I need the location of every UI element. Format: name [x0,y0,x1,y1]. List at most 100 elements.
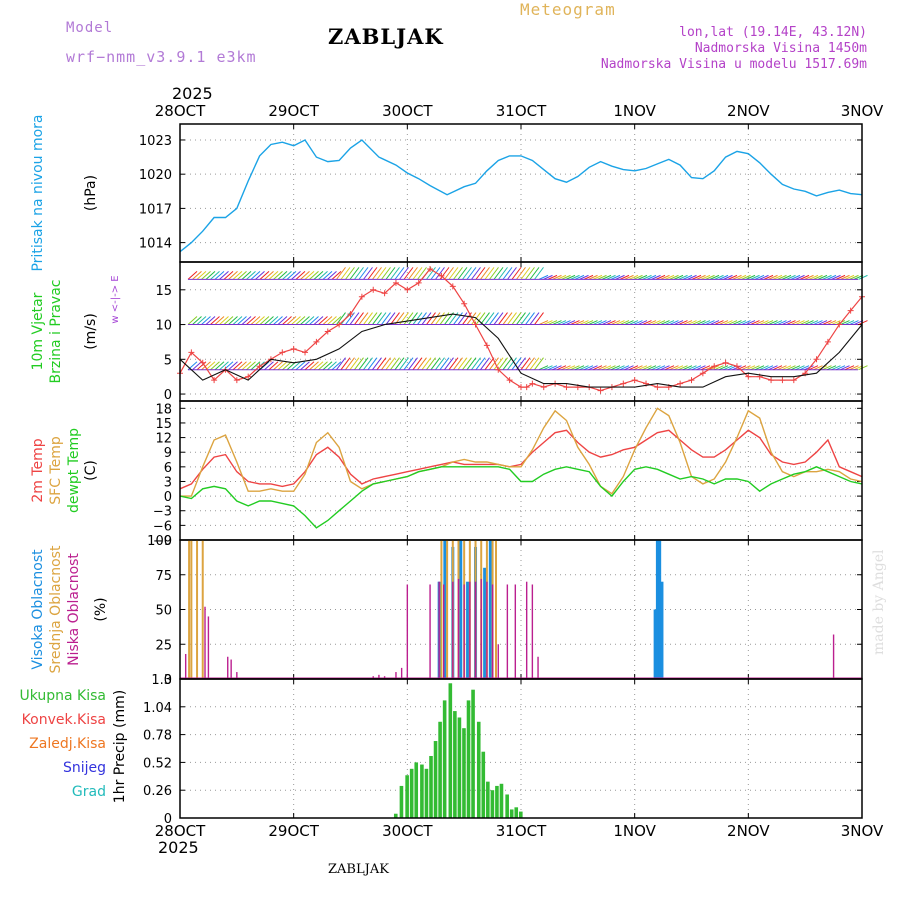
wind-barb [345,267,355,280]
wind-barb [700,274,711,280]
wind-barb [561,274,571,280]
wind-barb [547,365,558,371]
wind-barb [201,316,211,325]
wind-barb [574,320,585,326]
wind-speed-marker [506,377,513,384]
y-tick-label: 25 [155,638,172,653]
wind-barb [313,316,324,325]
wind-barb [237,361,247,371]
wind-barb [655,320,666,326]
panel-title: Niska Oblacnost [66,553,82,666]
precip-legend-item: Zaledj.Kisa [29,736,106,752]
wind-barb [246,271,256,280]
wind-barb [714,274,724,280]
wind-barb [678,365,688,371]
cloud-bar [537,656,539,679]
wind-barb [214,361,225,371]
wind-barb [696,365,706,371]
wind-barb [543,365,553,371]
y-tick-label: 1017 [139,202,172,217]
wind-barb [363,267,373,280]
y-tick-label: 1.3 [151,673,172,688]
wind-barb [678,320,688,326]
wind-speed-marker [279,349,286,356]
wind-barb [777,365,787,371]
precip-bar [399,785,404,818]
wind-barb [718,320,729,326]
series-wind-gust [179,313,863,388]
wind-barb [219,271,229,280]
cloud-bar [452,581,454,679]
wind-barb [786,320,796,326]
cloud-bar [497,644,499,679]
precip-bar [453,711,457,818]
cloud-bar [660,581,664,679]
wind-speed-marker [529,380,536,387]
cloud-bar [196,540,199,679]
wind-barb [579,365,589,371]
wind-barb [466,267,477,280]
precip-bar [438,721,442,818]
wind-barb [282,361,292,371]
wind-barb [381,357,391,371]
wind-barb [453,312,463,325]
y-tick-label: 100 [147,534,172,549]
year-top: 2025 [172,84,213,103]
cloud-bar [466,581,470,679]
precip-bar [490,790,495,818]
wind-barb [214,271,225,280]
wind-barb [336,357,346,371]
wind-barb [583,365,594,371]
wind-barb [642,274,652,280]
wind-barb [628,365,639,371]
wind-barb [534,267,544,280]
wind-speed-marker [313,338,320,345]
wind-barb [318,271,328,280]
wind-barb [214,316,225,325]
wind-speed-marker [324,328,331,335]
wind-speed-marker [290,345,297,352]
x-date-label-bottom: 31OCT [496,822,547,840]
wind-speed-marker [699,370,706,377]
wind-barb [682,320,693,326]
wind-barb [822,365,832,371]
cloud-bar [457,578,460,679]
wind-speed-marker [381,290,388,297]
series-dewpt-temp [179,466,863,529]
wind-barb [718,274,729,280]
wind-barb [520,312,531,325]
wind-barb [840,320,850,326]
wind-barb [858,320,868,326]
wind-barb [538,274,549,280]
wind-barb [250,361,261,371]
wind-barb [426,357,436,371]
wind-barb [295,316,306,325]
wind-barb [808,274,819,280]
wind-barb [372,267,382,280]
y-tick-label: 0.26 [143,784,172,799]
y-tick-label: 15 [155,417,172,432]
panel-frame [179,678,863,819]
panel-title: 10m Vjetar [30,292,46,370]
wind-barb [493,357,504,371]
panel-title: Visoka Oblacnost [30,549,46,670]
wind-barb [516,267,526,280]
wind-barb [291,316,301,325]
wind-barb [534,312,544,325]
wind-barb [295,271,306,280]
y-tick-label: 1020 [139,168,172,183]
wind-barb [786,274,796,280]
wind-barb [552,320,562,326]
wind-barb [376,357,387,371]
cloud-bar [525,581,528,679]
wind-barb [390,357,400,371]
wind-barb [277,271,288,280]
wind-barb [835,274,846,280]
wind-barb [651,365,661,371]
wind-barb [642,320,652,326]
wind-barb [619,274,630,280]
precip-bar [486,781,490,818]
wind-speed-marker [813,356,820,363]
cloud-bar [438,581,440,679]
wind-barb [201,271,211,280]
